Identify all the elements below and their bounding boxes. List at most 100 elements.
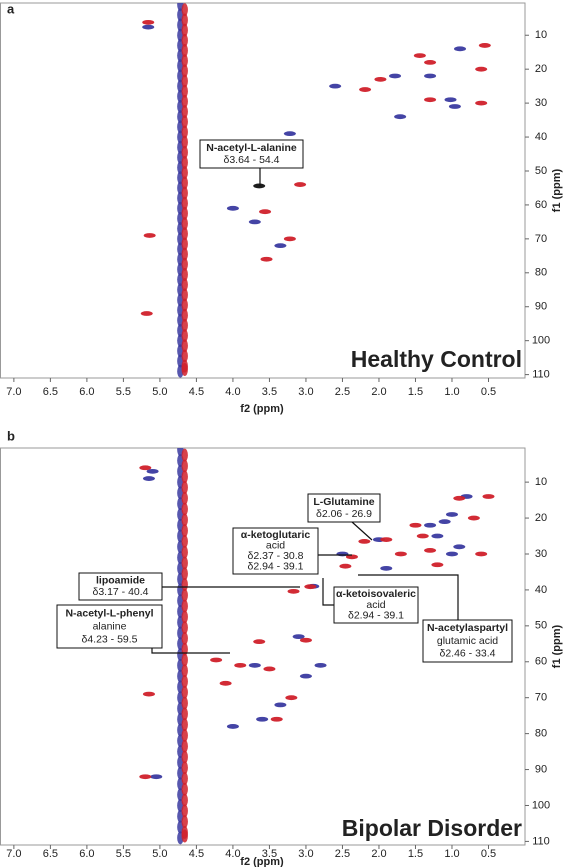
annotation-text: δ4.23 - 59.5 [81,633,137,645]
solvent-signal [181,599,188,613]
solvent-signal [181,349,188,363]
peak [274,243,287,249]
peak [413,53,426,59]
solvent-signal [181,278,188,292]
solvent-signal [181,308,188,322]
y-tick-label: 70 [535,233,547,245]
y-tick-label: 110 [532,369,550,381]
peak [226,205,239,211]
annotation-box [307,493,381,523]
peak [260,256,273,262]
peak [453,544,466,550]
peak [380,537,393,543]
solvent-signal [181,675,188,689]
solvent-signal [181,94,188,108]
x-tick-label: 1.5 [408,848,423,860]
solvent-signal [181,247,188,261]
annotation-text: δ2.06 - 26.9 [316,508,372,520]
x-tick-label: 6.5 [43,386,58,398]
peak [294,182,307,187]
solvent-signal [181,298,188,312]
annotation-text: δ2.37 - 30.8 [247,550,303,562]
solvent-signal [181,196,188,210]
solvent-signal [181,206,188,220]
x-tick-label: 0.5 [481,848,496,860]
solvent-signal [181,567,188,581]
y-tick-label: 80 [535,267,547,279]
solvent-signal [181,84,188,98]
solvent-signal [181,815,188,829]
solvent-signal [181,329,188,343]
annotation-text: δ2.46 - 33.4 [439,647,495,659]
x-tick-label: 1.0 [444,848,459,860]
solvent-signal [181,339,188,353]
x-tick-label: 7.0 [6,386,21,398]
peak [210,657,223,663]
peak [467,515,480,521]
x-tick-label: 6.5 [43,848,58,860]
panel-label: a [7,1,15,16]
y-tick-label: 100 [532,335,550,347]
peak [234,662,247,668]
peak [453,495,466,501]
x-tick-label: 4.5 [189,386,204,398]
y-tick-label: 110 [532,835,550,847]
solvent-signal [181,156,188,170]
solvent-signal [181,653,188,667]
peak [424,59,437,65]
peak [143,233,156,238]
peak [287,588,300,594]
x-tick-label: 5.0 [152,386,167,398]
solvent-signal [181,64,188,78]
peak [424,73,437,79]
solvent-signal [181,459,188,473]
solvent-signal [181,728,188,742]
y-tick-label: 10 [535,29,547,41]
x-axis-label: f2 (ppm) [240,856,284,867]
y-tick-label: 40 [535,584,547,596]
x-axis-label: f2 (ppm) [240,403,284,415]
peak [424,522,437,528]
peak [394,114,407,120]
solvent-signal [181,115,188,129]
y-tick-label: 50 [535,620,547,632]
solvent-signal [181,166,188,180]
annotation-text: L-Glutamine [313,496,374,508]
solvent-signal [181,534,188,548]
annotation-text: glutamic acid [437,635,498,647]
solvent-signal [181,696,188,710]
peak [416,533,429,539]
solvent-signal [181,685,188,699]
plot-frame [0,2,526,379]
peak [146,468,159,474]
peak [142,476,155,481]
peak [475,100,488,106]
peak [358,539,371,544]
annotation-text: δ2.94 - 39.1 [348,609,404,621]
solvent-signal [181,707,188,721]
x-tick-label: 2.0 [371,848,386,860]
annotation-text: N-acetyl-L-alanine [206,142,297,154]
solvent-signal [181,502,188,516]
peak [380,565,393,571]
peak [448,104,461,109]
solvent-signal [181,782,188,796]
solvent-signal [181,829,188,843]
peak [304,584,317,590]
annotation-box [56,604,163,649]
peak [389,73,402,79]
peak [283,236,296,242]
peak [431,562,444,568]
peak [424,547,437,553]
x-tick-label: 2.5 [335,848,350,860]
solvent-signal [181,556,188,570]
x-tick-label: 7.0 [6,848,21,860]
annotation-text: δ3.64 - 54.4 [223,154,279,166]
solvent-signal [181,363,188,377]
solvent-signal [181,237,188,251]
solvent-signal [181,33,188,47]
panel-title: Healthy Control [351,346,522,372]
solvent-signal [181,125,188,139]
x-tick-label: 3.0 [298,848,313,860]
peak [150,774,163,780]
